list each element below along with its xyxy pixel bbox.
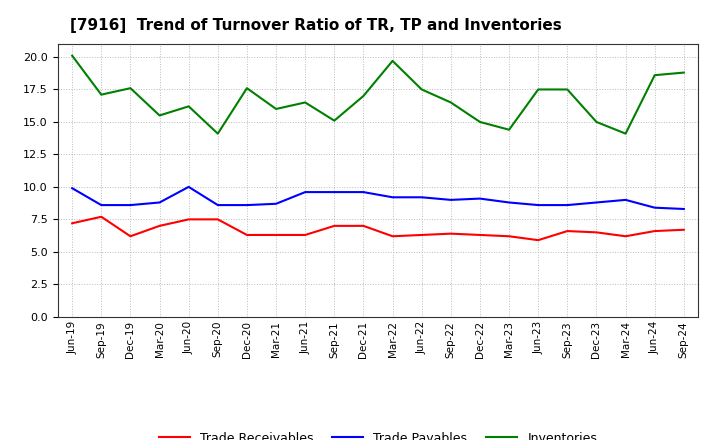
Text: [7916]  Trend of Turnover Ratio of TR, TP and Inventories: [7916] Trend of Turnover Ratio of TR, TP… <box>71 18 562 33</box>
Trade Receivables <box>592 230 600 235</box>
Trade Payables <box>156 200 164 205</box>
Trade Receivables <box>330 223 338 228</box>
Inventories <box>126 85 135 91</box>
Trade Receivables <box>271 232 280 238</box>
Trade Receivables <box>388 234 397 239</box>
Inventories <box>301 100 310 105</box>
Trade Payables <box>534 202 543 208</box>
Trade Payables <box>418 194 426 200</box>
Trade Payables <box>650 205 659 210</box>
Trade Payables <box>359 190 368 195</box>
Inventories <box>271 106 280 112</box>
Inventories <box>330 118 338 123</box>
Inventories <box>359 93 368 99</box>
Trade Receivables <box>563 228 572 234</box>
Trade Payables <box>126 202 135 208</box>
Trade Receivables <box>213 217 222 222</box>
Legend: Trade Receivables, Trade Payables, Inventories: Trade Receivables, Trade Payables, Inven… <box>153 427 603 440</box>
Trade Payables <box>243 202 251 208</box>
Inventories <box>418 87 426 92</box>
Inventories <box>97 92 106 97</box>
Inventories <box>446 100 455 105</box>
Trade Receivables <box>534 238 543 243</box>
Trade Receivables <box>505 234 513 239</box>
Trade Receivables <box>126 234 135 239</box>
Inventories <box>213 131 222 136</box>
Trade Receivables <box>621 234 630 239</box>
Inventories <box>156 113 164 118</box>
Inventories <box>184 104 193 109</box>
Trade Receivables <box>650 228 659 234</box>
Trade Payables <box>97 202 106 208</box>
Trade Receivables <box>359 223 368 228</box>
Line: Inventories: Inventories <box>72 56 684 134</box>
Trade Payables <box>621 197 630 202</box>
Trade Receivables <box>243 232 251 238</box>
Inventories <box>243 85 251 91</box>
Inventories <box>650 73 659 78</box>
Trade Payables <box>563 202 572 208</box>
Inventories <box>563 87 572 92</box>
Inventories <box>68 53 76 59</box>
Trade Payables <box>271 201 280 206</box>
Trade Payables <box>680 206 688 212</box>
Line: Trade Payables: Trade Payables <box>72 187 684 209</box>
Trade Payables <box>505 200 513 205</box>
Trade Payables <box>446 197 455 202</box>
Trade Payables <box>592 200 600 205</box>
Line: Trade Receivables: Trade Receivables <box>72 217 684 240</box>
Inventories <box>621 131 630 136</box>
Inventories <box>592 119 600 125</box>
Inventories <box>505 127 513 132</box>
Trade Receivables <box>184 217 193 222</box>
Trade Receivables <box>680 227 688 232</box>
Trade Payables <box>184 184 193 190</box>
Trade Receivables <box>301 232 310 238</box>
Trade Receivables <box>446 231 455 236</box>
Trade Receivables <box>68 220 76 226</box>
Trade Payables <box>213 202 222 208</box>
Trade Receivables <box>476 232 485 238</box>
Trade Payables <box>476 196 485 201</box>
Trade Receivables <box>418 232 426 238</box>
Inventories <box>534 87 543 92</box>
Trade Payables <box>68 186 76 191</box>
Trade Payables <box>330 190 338 195</box>
Trade Receivables <box>156 223 164 228</box>
Trade Receivables <box>97 214 106 220</box>
Inventories <box>476 119 485 125</box>
Trade Payables <box>301 190 310 195</box>
Inventories <box>388 58 397 63</box>
Trade Payables <box>388 194 397 200</box>
Inventories <box>680 70 688 75</box>
